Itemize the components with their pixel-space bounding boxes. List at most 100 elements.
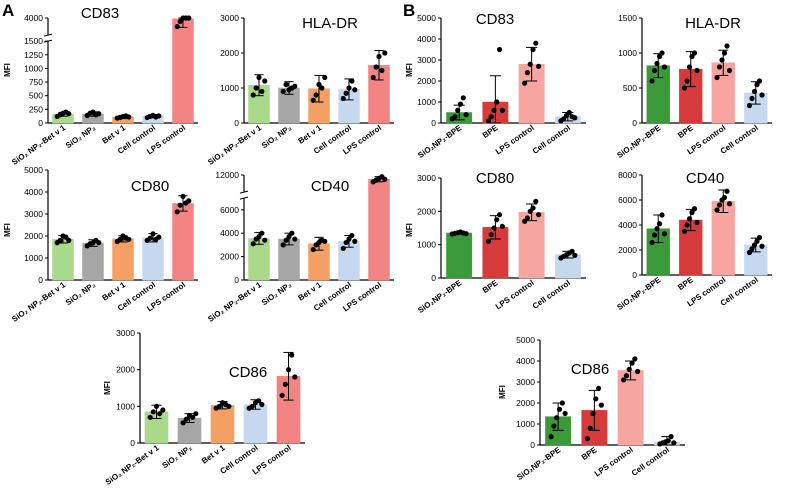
data-point: [180, 420, 186, 426]
category-label: SiO₂NP₂-BPE: [416, 278, 464, 315]
chart-a-cd83: CD83 MFI 0 250 500 750 1000 1250 1500 4000 SiO₂ NP…: [3, 5, 198, 167]
data-point: [376, 53, 382, 60]
y-tick-label: 1000: [24, 253, 43, 263]
data-point: [253, 85, 259, 91]
y-tick-label: 6000: [618, 195, 637, 205]
category-label: BPE: [580, 445, 599, 462]
data-point: [499, 223, 505, 229]
data-point: [259, 230, 265, 236]
y-tick-label: 3000: [516, 377, 535, 387]
data-point: [530, 205, 536, 211]
data-point: [485, 118, 491, 124]
data-point: [499, 107, 505, 113]
data-point: [654, 60, 660, 67]
data-point: [665, 438, 671, 444]
y-tick-label: 4000: [516, 356, 535, 366]
data-point: [250, 241, 256, 247]
y-tick-label: 1000: [618, 48, 637, 58]
y-tick-label: 2000: [417, 206, 436, 216]
data-point: [153, 403, 160, 409]
data-point: [379, 67, 385, 74]
data-point: [283, 237, 289, 243]
data-point: [593, 396, 599, 402]
chart-a-cd40: CD40 0 2000 4000 6000 12000 SiO₂ NP₂-Bet v 1Si…: [206, 170, 394, 324]
category-label: LPS control: [494, 278, 536, 311]
data-point: [150, 409, 156, 415]
bar: [142, 237, 164, 281]
data-point: [343, 239, 349, 246]
data-point: [319, 85, 325, 91]
category-label: SiO₂ NP₂: [64, 280, 98, 307]
category-label: SiO₂NP₂-BPE: [515, 445, 563, 482]
data-point: [686, 216, 693, 222]
data-point: [726, 201, 733, 207]
y-tick-label: 1000: [116, 401, 135, 411]
data-point: [249, 403, 255, 409]
category-label: BPE: [676, 275, 695, 292]
data-point: [457, 101, 464, 107]
chart-title: CD40: [686, 170, 724, 187]
data-point: [629, 360, 635, 366]
data-point: [749, 95, 755, 102]
y-tick-label: 3000: [417, 173, 436, 183]
category-label: LPS control: [593, 445, 635, 478]
data-point: [460, 95, 466, 101]
data-point: [721, 50, 728, 56]
data-point: [186, 198, 192, 204]
data-point: [289, 230, 295, 236]
data-point: [322, 74, 328, 81]
chart-a-cd86: CD86 MFI 0 1000 2000 3000 SiO₂ NP₂-Bet v 1 SiO₂…: [103, 328, 305, 487]
data-point: [598, 402, 604, 408]
chart-a-hla-dr: HLA-DR 0 1000 2000 3000 SiO₂ NP₂-Bet v 1SiO₂ …: [206, 13, 394, 167]
y-tick-label: 1500: [618, 13, 637, 23]
data-point: [536, 63, 542, 69]
data-point: [714, 207, 720, 213]
data-point: [488, 114, 494, 120]
y-tick-label: 500: [29, 91, 43, 101]
data-point: [686, 64, 693, 70]
data-point: [635, 368, 641, 375]
data-point: [262, 237, 268, 243]
y-tick-label: 1250: [24, 50, 43, 60]
chart-title: CD80: [476, 170, 514, 187]
y-tick-label: 0: [130, 438, 135, 448]
y-tick-label: 2000: [220, 252, 239, 262]
data-point: [66, 111, 72, 117]
y-tick-label: 0: [38, 118, 43, 128]
data-point: [668, 434, 674, 440]
y-tick-label: 2000: [618, 245, 637, 255]
data-point: [527, 61, 533, 67]
data-point: [759, 243, 765, 249]
chart-title: HLA-DR: [302, 15, 358, 32]
axis-break-mark: [43, 33, 53, 37]
data-point: [343, 90, 349, 96]
category-label: BPE: [481, 278, 500, 295]
category-label: SiO₂NP₂-BPE: [416, 123, 464, 160]
data-point: [256, 398, 262, 404]
data-point: [656, 221, 663, 227]
data-point: [259, 401, 265, 408]
data-point: [193, 411, 199, 417]
data-point: [463, 112, 469, 118]
data-point: [671, 440, 677, 446]
data-point: [548, 434, 554, 440]
data-point: [283, 81, 289, 88]
y-tick-label: 5000: [417, 13, 436, 23]
data-point: [572, 252, 578, 258]
chart-b-cd83: CD83 MFI 0 1000 2000 3000 4000 5000 SiO₂NP₂-BPE B…: [405, 11, 586, 160]
data-point: [559, 400, 565, 406]
data-point: [584, 436, 590, 442]
data-point: [632, 356, 638, 362]
data-point: [282, 381, 288, 387]
bar: [368, 179, 390, 281]
data-point: [719, 57, 725, 63]
y-tick-label: 3000: [417, 55, 436, 65]
data-point: [174, 209, 180, 215]
data-point: [530, 46, 536, 53]
panel-letter-b: B: [403, 1, 415, 20]
data-point: [66, 237, 72, 243]
data-point: [349, 232, 355, 239]
data-point: [649, 78, 655, 84]
